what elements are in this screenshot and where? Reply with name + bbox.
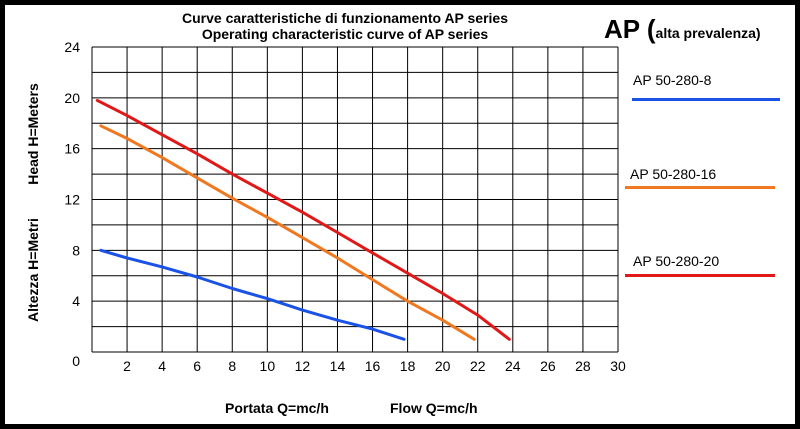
series-line-ap-50-280-20 [95, 98, 511, 341]
x-axis-label-en: Flow Q=mc/h [390, 400, 478, 416]
x-tick-label: 16 [365, 358, 381, 374]
brand-label: AP (alta prevalenza) [604, 14, 761, 45]
legend-label: AP 50-280-16 [630, 166, 717, 182]
x-ticks: 2 4 6 8 10 12 14 16 18 20 22 24 26 28 30 [123, 358, 626, 374]
series-line-ap-50-280-16 [99, 124, 476, 341]
x-tick-label: 20 [435, 358, 451, 374]
chart-subtitle: Operating characteristic curve of AP ser… [201, 26, 489, 42]
legend-label: AP 50-280-8 [633, 72, 712, 88]
x-axis-label-it: Portata Q=mc/h [225, 400, 329, 416]
y-tick-label: 16 [64, 141, 80, 157]
y-tick-label: 0 [72, 353, 80, 369]
y-tick-label: 24 [64, 39, 80, 55]
y-axis-label-it: Altezza H=Metri [25, 218, 41, 322]
y-tick-label: 8 [72, 242, 80, 258]
y-tick-label: 20 [64, 90, 80, 106]
x-tick-label: 8 [228, 358, 236, 374]
x-tick-label: 4 [158, 358, 166, 374]
x-tick-label: 14 [330, 358, 346, 374]
x-tick-label: 28 [575, 358, 591, 374]
legend-swatch [625, 186, 775, 189]
y-ticks: 0 4 8 12 16 20 24 [64, 39, 80, 369]
x-tick-label: 2 [123, 358, 131, 374]
x-tick-label: 6 [193, 358, 201, 374]
x-tick-label: 10 [260, 358, 276, 374]
x-tick-label: 12 [295, 358, 311, 374]
legend-swatch [625, 274, 775, 277]
x-tick-label: 24 [505, 358, 521, 374]
chart-title: Curve caratteristiche di funzionamento A… [182, 10, 508, 26]
grid [91, 46, 619, 353]
x-tick-label: 22 [470, 358, 486, 374]
brand-sub: alta prevalenza) [655, 25, 761, 41]
brand-main: AP ( [604, 14, 656, 44]
legend-label: AP 50-280-20 [633, 253, 720, 269]
y-tick-label: 4 [72, 293, 80, 309]
series-group [95, 98, 511, 341]
y-tick-label: 12 [64, 192, 80, 208]
legend-swatch [632, 98, 780, 101]
series-line-ap-50-280-8 [99, 248, 406, 341]
x-tick-label: 30 [610, 358, 626, 374]
x-tick-label: 26 [540, 358, 556, 374]
x-tick-label: 18 [400, 358, 416, 374]
